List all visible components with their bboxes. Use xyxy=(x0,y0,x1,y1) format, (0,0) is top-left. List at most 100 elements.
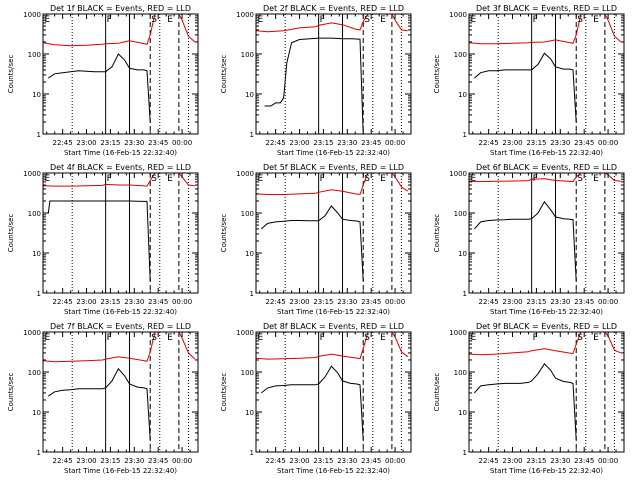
x-tick-label: 00:00 xyxy=(385,139,405,147)
plot-frame xyxy=(468,331,625,453)
y-tick-label: 100 xyxy=(28,210,41,218)
y-axis-label: Counts/sec xyxy=(7,373,15,412)
y-tick-label: 1000 xyxy=(449,329,467,337)
y-tick-label: 1000 xyxy=(449,170,467,178)
x-tick-label: 23:30 xyxy=(550,457,570,465)
x-tick-label: 22:45 xyxy=(53,139,73,147)
chart-title: Det 6f BLACK = Events, RED = LLD xyxy=(476,163,617,172)
series-black xyxy=(264,37,364,134)
marker-label: E xyxy=(167,174,173,184)
marker-label: S xyxy=(151,174,157,184)
x-tick-label: 23:15 xyxy=(526,298,546,306)
x-tick-label: 23:00 xyxy=(502,139,522,147)
series-red xyxy=(256,332,409,360)
y-tick-label: 10 xyxy=(32,91,41,99)
series-black xyxy=(473,52,577,123)
x-tick-label: 00:00 xyxy=(172,457,192,465)
x-tick-label: 23:15 xyxy=(313,457,333,465)
x-tick-label: 23:45 xyxy=(361,139,381,147)
marker-label: E xyxy=(258,333,264,343)
y-tick-label: 1 xyxy=(37,449,41,457)
series-black xyxy=(473,200,577,282)
x-tick-label: 23:15 xyxy=(100,457,120,465)
chart-title: Det 9f BLACK = Events, RED = LLD xyxy=(476,322,617,331)
marker-label: E xyxy=(258,174,264,184)
y-tick-label: 1000 xyxy=(23,11,41,19)
marker-label: E xyxy=(167,15,173,25)
x-tick-label: 23:30 xyxy=(550,139,570,147)
x-tick-label: 23:15 xyxy=(526,457,546,465)
y-tick-label: 1000 xyxy=(236,170,254,178)
marker-label: S xyxy=(151,333,157,343)
marker-label: S xyxy=(151,15,157,25)
chart-panel-6: Det 6f BLACK = Events, RED = LLD Counts/s… xyxy=(433,163,625,316)
y-tick-label: 100 xyxy=(454,210,467,218)
y-tick-label: 100 xyxy=(28,369,41,377)
x-tick-label: 23:15 xyxy=(100,139,120,147)
y-tick-label: 10 xyxy=(458,250,467,258)
marker-label: F xyxy=(107,174,112,184)
x-tick-label: 23:30 xyxy=(337,298,357,306)
x-tick-label: 23:30 xyxy=(550,298,570,306)
x-axis-label: Start Time (16-Feb-15 22:32:40) xyxy=(490,467,603,475)
y-tick-label: 100 xyxy=(28,51,41,59)
marker-label: F xyxy=(533,15,538,25)
y-tick-label: 10 xyxy=(32,409,41,417)
marker-label: S xyxy=(577,15,583,25)
plot-frame xyxy=(42,331,199,453)
plot-frame xyxy=(255,172,412,294)
marker-label: F xyxy=(533,174,538,184)
y-tick-label: 100 xyxy=(241,210,254,218)
y-axis-label: Counts/sec xyxy=(433,373,441,412)
y-tick-label: 1 xyxy=(37,131,41,139)
marker-label: E xyxy=(380,15,386,25)
x-tick-label: 23:00 xyxy=(76,298,96,306)
x-tick-label: 23:30 xyxy=(337,457,357,465)
y-tick-label: 1000 xyxy=(236,329,254,337)
x-tick-label: 23:15 xyxy=(313,298,333,306)
x-tick-label: 23:00 xyxy=(502,457,522,465)
y-tick-label: 10 xyxy=(458,409,467,417)
marker-label: E xyxy=(593,15,599,25)
chart-panel-3: Det 3f BLACK = Events, RED = LLD Counts/s… xyxy=(433,4,625,157)
series-red xyxy=(469,14,622,45)
chart-panel-2: Det 2f BLACK = Events, RED = LLD Counts/s… xyxy=(220,4,412,157)
plot-frame xyxy=(42,172,199,294)
marker-label: F xyxy=(320,174,325,184)
x-tick-label: 23:00 xyxy=(289,457,309,465)
marker-label: F xyxy=(320,15,325,25)
marker-label: E xyxy=(471,15,477,25)
x-axis-label: Start Time (16-Feb-15 22:32:40) xyxy=(64,467,177,475)
series-black xyxy=(48,53,151,123)
y-axis-label: Counts/sec xyxy=(433,55,441,94)
y-tick-label: 1 xyxy=(463,290,467,298)
plot-frame xyxy=(255,331,412,453)
y-tick-label: 10 xyxy=(245,250,254,258)
x-axis-label: Start Time (16-Feb-15 22:32:40) xyxy=(64,149,177,157)
x-tick-label: 22:45 xyxy=(479,457,499,465)
y-tick-label: 1000 xyxy=(23,170,41,178)
x-tick-label: 22:45 xyxy=(266,457,286,465)
marker-label: E xyxy=(167,333,173,343)
chart-title: Det 5f BLACK = Events, RED = LLD xyxy=(263,163,404,172)
y-tick-label: 100 xyxy=(454,51,467,59)
x-tick-label: 22:45 xyxy=(479,298,499,306)
x-tick-label: 23:00 xyxy=(289,298,309,306)
chart-title: Det 7f BLACK = Events, RED = LLD xyxy=(50,322,191,331)
y-axis-label: Counts/sec xyxy=(7,214,15,253)
marker-label: E xyxy=(45,15,51,25)
x-tick-label: 00:00 xyxy=(385,457,405,465)
marker-label: F xyxy=(320,333,325,343)
chart-panel-1: Det 1f BLACK = Events, RED = LLD Counts/s… xyxy=(7,4,199,157)
marker-label: F xyxy=(107,333,112,343)
y-tick-label: 100 xyxy=(241,51,254,59)
chart-panel-9: Det 9f BLACK = Events, RED = LLD Counts/s… xyxy=(433,322,625,475)
marker-label: E xyxy=(380,333,386,343)
y-tick-label: 10 xyxy=(32,250,41,258)
x-tick-label: 23:30 xyxy=(337,139,357,147)
x-tick-label: 23:45 xyxy=(148,298,168,306)
x-tick-label: 23:15 xyxy=(100,298,120,306)
marker-label: E xyxy=(380,174,386,184)
y-tick-label: 10 xyxy=(458,91,467,99)
x-tick-label: 23:30 xyxy=(124,139,144,147)
